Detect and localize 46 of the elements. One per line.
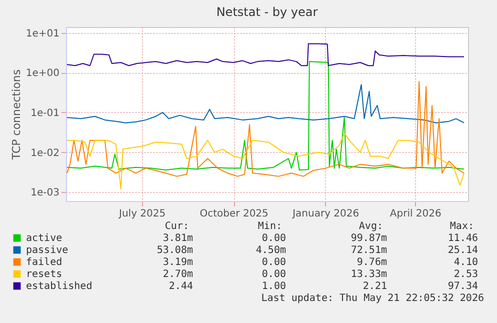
legend-label: failed [26,257,62,268]
text: 0.00 [262,269,286,281]
text: 4.10 [454,257,478,269]
text: 2.70m [162,269,193,281]
text: Min: [258,221,282,233]
text: 53.08m [156,245,193,257]
y-tick-label: 1e+01 [26,28,60,40]
line-series [66,80,465,177]
text: 11.46 [448,233,478,245]
text: Cur: [164,221,189,233]
text: Last update: Thu May 21 22:05:32 2026 [261,293,484,305]
text: 2.21 [362,281,387,293]
legend-label: passive [26,245,68,256]
text: 1.00 [262,281,286,293]
text: 3.81m [162,233,193,245]
x-tick-label: July 2025 [118,208,166,220]
text: 0.00 [262,233,286,245]
text: 3.19m [162,257,193,269]
text: 72.51m [350,245,387,257]
text: 4.50m [256,245,286,257]
chart-title: Netstat - by year [216,5,318,19]
text: 2.53 [454,269,478,281]
legend-label: resets [26,269,62,280]
y-axis-title: TCP connections [10,69,23,161]
y-tick-label: 1e+00 [26,68,60,80]
text: 97.34 [448,281,478,293]
text: 2.44 [168,281,193,293]
x-tick-label: April 2026 [390,208,442,220]
line-series [66,132,465,190]
x-tick-label: October 2025 [200,208,268,220]
line-series [66,84,465,124]
text: 99.87m [350,233,387,245]
y-tick-label: 1e-01 [30,108,60,119]
legend-label: active [26,233,62,244]
text: Max: [450,221,474,233]
line-series [66,61,465,170]
legend-label: established [26,281,92,292]
line-series [66,43,465,66]
text: Avg: [358,221,383,233]
x-tick-label: January 2026 [292,208,360,220]
y-tick-label: 1e-03 [30,188,60,199]
text: 9.76m [356,257,387,269]
text: 0.00 [262,257,286,269]
text: 13.33m [350,269,387,281]
y-tick-label: 1e-02 [30,148,60,159]
text: 25.14 [448,245,478,257]
